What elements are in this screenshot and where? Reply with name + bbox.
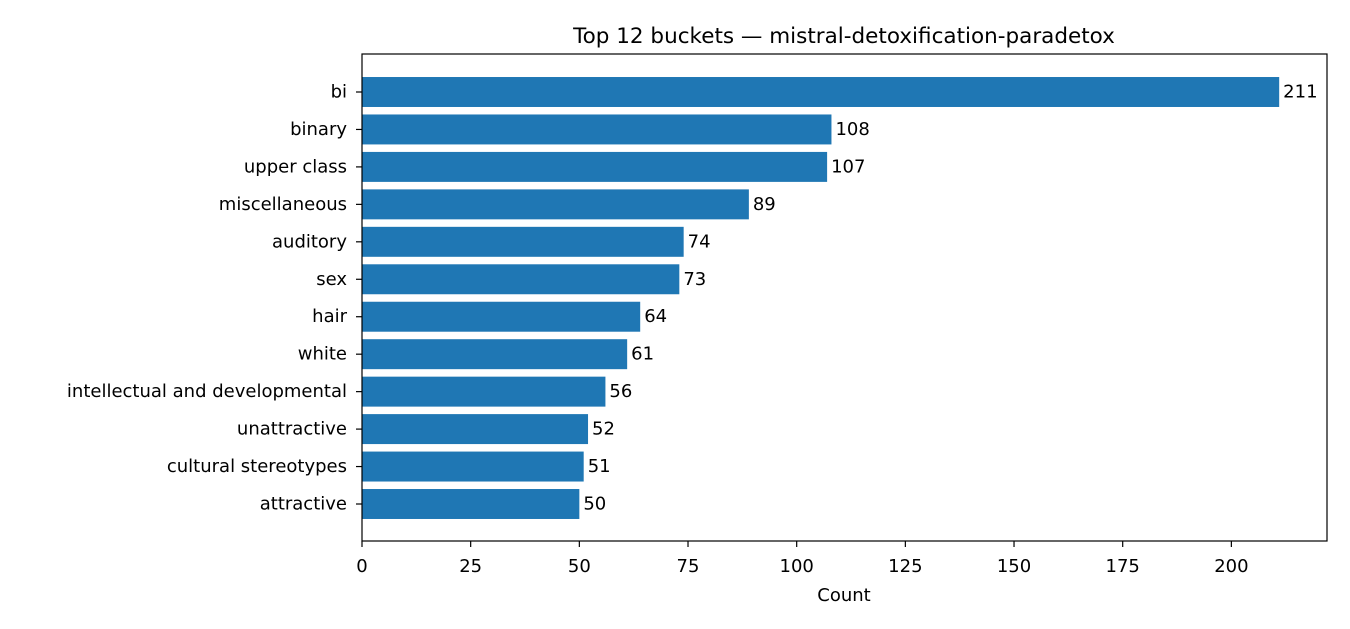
x-tick-label: 0 <box>356 556 367 577</box>
y-tick-label: binary <box>290 119 347 140</box>
data-label: 51 <box>588 456 611 477</box>
bar <box>362 301 641 332</box>
x-tick-label: 50 <box>568 556 591 577</box>
y-tick-label: unattractive <box>237 419 347 440</box>
x-axis-label: Count <box>817 585 870 606</box>
x-tick-label: 200 <box>1214 556 1248 577</box>
x-tick-label: 25 <box>459 556 482 577</box>
y-tick-label: miscellaneous <box>219 194 347 215</box>
bar <box>362 226 684 257</box>
data-label: 73 <box>683 269 706 290</box>
bars-group <box>362 77 1280 519</box>
data-label: 64 <box>644 306 667 327</box>
y-tick-label: hair <box>312 306 347 327</box>
x-axis: 0 25 50 75 100 125 150 175 200 <box>356 541 1249 577</box>
data-label: 108 <box>835 119 869 140</box>
bar <box>362 451 584 482</box>
chart-title: Top 12 buckets — mistral-detoxification-… <box>572 24 1115 49</box>
bar <box>362 114 832 145</box>
data-label: 107 <box>831 156 865 177</box>
bar <box>362 77 1280 107</box>
bar <box>362 376 606 407</box>
x-tick-label: 175 <box>1106 556 1140 577</box>
x-tick-label: 100 <box>780 556 814 577</box>
data-labels-group: 211 108 107 89 74 73 64 61 56 52 51 50 <box>583 82 1317 515</box>
x-tick-label: 75 <box>677 556 700 577</box>
data-label: 52 <box>592 419 615 440</box>
y-tick-label: white <box>298 344 347 365</box>
data-label: 74 <box>688 231 711 252</box>
bar <box>362 189 749 220</box>
plot-frame <box>361 53 1328 542</box>
y-tick-label: auditory <box>272 231 347 252</box>
y-tick-label: cultural stereotypes <box>167 456 347 477</box>
data-label: 56 <box>609 381 632 402</box>
y-tick-label: sex <box>316 269 347 290</box>
data-label: 61 <box>631 344 654 365</box>
bar <box>362 414 589 445</box>
data-label: 211 <box>1283 82 1317 103</box>
data-label: 89 <box>753 194 776 215</box>
x-tick-label: 125 <box>888 556 922 577</box>
data-label: 50 <box>583 494 606 515</box>
bar <box>362 264 680 295</box>
y-tick-label: upper class <box>244 156 347 177</box>
y-axis: bi binary upper class miscellaneous auditory… <box>67 82 362 515</box>
y-tick-label: intellectual and developmental <box>67 381 347 402</box>
bar <box>362 339 628 370</box>
x-tick-label: 150 <box>997 556 1031 577</box>
y-tick-label: bi <box>331 82 347 103</box>
y-tick-label: attractive <box>260 494 347 515</box>
bar <box>362 489 580 519</box>
bar <box>362 151 828 182</box>
